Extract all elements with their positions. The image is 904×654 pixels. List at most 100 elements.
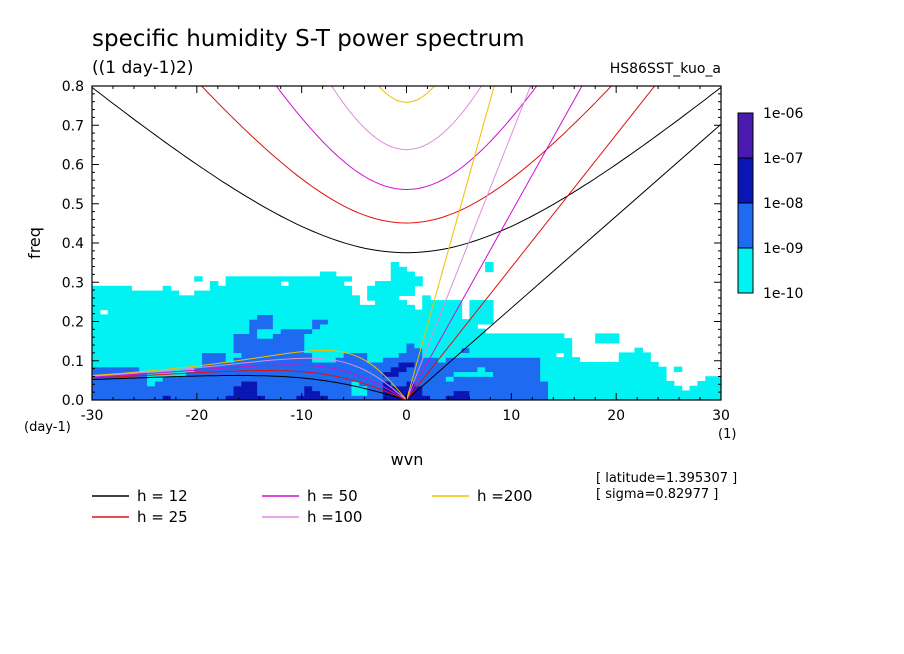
heatmap-cell	[414, 309, 423, 315]
heatmap-cell	[92, 314, 101, 320]
heatmap-cell	[650, 371, 659, 377]
heatmap-cell	[445, 352, 455, 358]
heatmap-cell	[312, 357, 321, 363]
heatmap-cell	[398, 328, 408, 334]
heatmap-cell	[233, 395, 242, 400]
heatmap-cell	[492, 376, 502, 382]
heatmap-cell	[123, 323, 132, 330]
heatmap-cell	[288, 366, 298, 373]
heatmap-cell	[296, 281, 305, 287]
heatmap-cell	[170, 333, 180, 339]
heatmap-cell	[343, 285, 353, 292]
heatmap-cell	[453, 385, 463, 392]
heatmap-cell	[485, 304, 494, 311]
heatmap-cell	[477, 385, 486, 392]
heatmap-cell	[107, 328, 117, 334]
heatmap-cell	[115, 285, 125, 292]
heatmap-cell	[312, 319, 321, 325]
heatmap-cell	[327, 385, 337, 392]
heatmap-cell	[540, 352, 549, 358]
heatmap-cell	[257, 395, 266, 400]
heatmap-cell	[178, 319, 187, 325]
heatmap-cell	[548, 385, 557, 392]
heatmap-cell	[343, 380, 353, 387]
heatmap-cell	[107, 309, 117, 315]
heatmap-cell	[445, 309, 455, 315]
heatmap-cell	[225, 285, 235, 292]
heatmap-cell	[516, 338, 526, 344]
heatmap-cell	[233, 390, 242, 396]
heatmap-cell	[194, 342, 203, 349]
heatmap-cell	[375, 333, 384, 339]
heatmap-cell	[390, 323, 400, 330]
heatmap-cell	[461, 333, 470, 339]
heatmap-cell	[147, 366, 156, 373]
heatmap-cell	[304, 304, 313, 311]
heatmap-cell	[689, 395, 699, 400]
heatmap-cell	[312, 342, 321, 349]
heatmap-cell	[170, 357, 180, 363]
heatmap-cell	[288, 395, 298, 400]
heatmap-cell	[492, 395, 502, 400]
heatmap-cell	[288, 281, 298, 287]
heatmap-cell	[461, 319, 470, 325]
power-spectrum-heatmap	[92, 262, 721, 400]
heatmap-cell	[587, 361, 596, 368]
heatmap-cell	[257, 304, 266, 311]
heatmap-cell	[107, 319, 117, 325]
heatmap-cell	[343, 357, 353, 363]
heatmap-cell	[272, 342, 282, 349]
heatmap-cell	[280, 319, 290, 325]
heatmap-cell	[99, 328, 109, 334]
heatmap-cell	[233, 285, 242, 292]
heatmap-cell	[382, 338, 392, 344]
heatmap-cell	[154, 357, 164, 363]
heatmap-cell	[335, 347, 345, 354]
y-tick-label: 0.4	[62, 236, 84, 252]
y-tick-label: 0.2	[62, 315, 84, 331]
heatmap-cell	[359, 314, 368, 320]
heatmap-cell	[477, 366, 486, 373]
heatmap-cell	[508, 361, 518, 368]
heatmap-cell	[469, 385, 478, 392]
heatmap-cell	[532, 395, 541, 400]
heatmap-cell	[296, 380, 305, 387]
heatmap-cell	[343, 385, 353, 392]
heatmap-cell	[225, 352, 235, 358]
heatmap-cell	[264, 300, 274, 306]
heatmap-cell	[225, 295, 235, 301]
heatmap-cell	[217, 342, 227, 349]
heatmap-cell	[327, 328, 337, 334]
heatmap-cell	[178, 309, 187, 315]
heatmap-cell	[225, 304, 235, 311]
heatmap-cell	[406, 290, 415, 296]
heatmap-cell	[170, 338, 180, 344]
heatmap-cell	[359, 319, 368, 325]
rossby-wave-curve	[92, 357, 407, 400]
heatmap-cell	[202, 342, 211, 349]
rossby-wave-curve	[92, 349, 407, 400]
heatmap-cell	[532, 361, 541, 368]
heatmap-cell	[650, 385, 659, 392]
heatmap-cell	[555, 380, 565, 387]
heatmap-cell	[170, 342, 180, 349]
heatmap-cell	[241, 347, 250, 354]
kelvin-wave-line	[406, 86, 656, 400]
heatmap-cell	[658, 366, 667, 373]
heatmap-cell	[154, 300, 164, 306]
heatmap-cell	[217, 376, 227, 382]
heatmap-cell	[406, 314, 415, 320]
heatmap-cell	[422, 376, 431, 382]
heatmap-cell	[154, 319, 164, 325]
heatmap-cell	[359, 323, 368, 330]
heatmap-cell	[178, 376, 187, 382]
colorbar-level-label: 1e-07	[763, 151, 803, 167]
heatmap-cell	[209, 376, 219, 382]
heatmap-cell	[296, 366, 305, 373]
heatmap-cell	[225, 342, 235, 349]
heatmap-cell	[131, 357, 140, 363]
kelvin-wave-line	[406, 86, 532, 400]
heatmap-cell	[634, 395, 643, 400]
heatmap-cell	[422, 323, 431, 330]
heatmap-cell	[202, 376, 211, 382]
